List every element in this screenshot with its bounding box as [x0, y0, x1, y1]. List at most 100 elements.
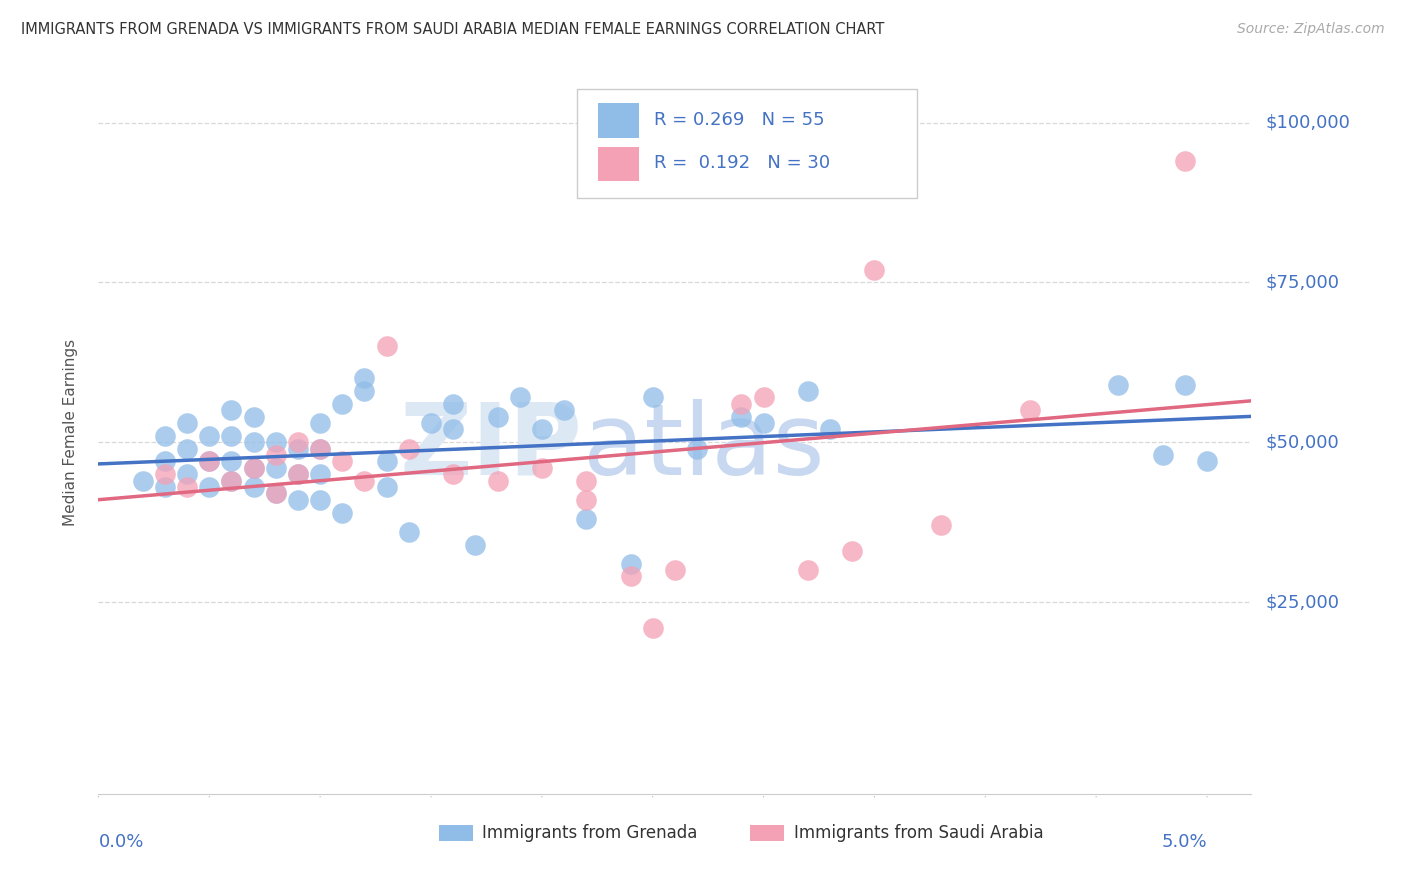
Text: ZIP: ZIP	[399, 399, 582, 496]
Point	[176, 480, 198, 494]
Y-axis label: Median Female Earnings: Median Female Earnings	[63, 339, 77, 526]
Point	[353, 474, 375, 488]
Bar	[598, 103, 640, 138]
Point	[353, 384, 375, 398]
Point	[221, 474, 243, 488]
Text: atlas: atlas	[582, 399, 824, 496]
Point	[264, 448, 287, 462]
Point	[242, 460, 264, 475]
Text: Source: ZipAtlas.com: Source: ZipAtlas.com	[1237, 22, 1385, 37]
Point	[309, 416, 332, 430]
Text: R = 0.269   N = 55: R = 0.269 N = 55	[654, 111, 825, 128]
Point	[730, 397, 752, 411]
Point	[1018, 403, 1040, 417]
Point	[863, 262, 886, 277]
Point	[464, 537, 486, 551]
Point	[1174, 153, 1197, 168]
Text: $100,000: $100,000	[1265, 113, 1350, 131]
Text: Immigrants from Grenada: Immigrants from Grenada	[482, 824, 697, 842]
Point	[398, 442, 420, 456]
Point	[287, 467, 309, 482]
Point	[553, 403, 575, 417]
Point	[221, 454, 243, 468]
Point	[287, 492, 309, 507]
Point	[153, 454, 176, 468]
Point	[441, 467, 464, 482]
Bar	[749, 825, 785, 841]
Point	[287, 435, 309, 450]
Text: 0.0%: 0.0%	[98, 833, 143, 851]
Point	[264, 435, 287, 450]
Point	[752, 391, 775, 405]
Point	[486, 474, 509, 488]
Point	[841, 544, 863, 558]
Point	[441, 397, 464, 411]
Point	[1174, 377, 1197, 392]
Point	[330, 397, 353, 411]
Point	[153, 480, 176, 494]
Point	[686, 442, 709, 456]
Point	[242, 460, 264, 475]
Point	[221, 403, 243, 417]
Bar	[598, 146, 640, 181]
Point	[198, 454, 221, 468]
Text: R =  0.192   N = 30: R = 0.192 N = 30	[654, 154, 831, 172]
Point	[818, 422, 841, 436]
Point	[242, 435, 264, 450]
Point	[221, 474, 243, 488]
Point	[619, 569, 641, 583]
Point	[176, 467, 198, 482]
Point	[929, 518, 952, 533]
Point	[730, 409, 752, 424]
Point	[420, 416, 443, 430]
Point	[375, 454, 398, 468]
Point	[1195, 454, 1218, 468]
Point	[287, 442, 309, 456]
Point	[309, 442, 332, 456]
Point	[1107, 377, 1129, 392]
Point	[176, 416, 198, 430]
Point	[330, 506, 353, 520]
Point	[575, 512, 598, 526]
Point	[242, 480, 264, 494]
Point	[375, 480, 398, 494]
Point	[309, 492, 332, 507]
Text: $75,000: $75,000	[1265, 273, 1340, 292]
Point	[575, 474, 598, 488]
Point	[664, 563, 686, 577]
Text: $25,000: $25,000	[1265, 593, 1340, 611]
Point	[309, 442, 332, 456]
Point	[198, 480, 221, 494]
Point	[353, 371, 375, 385]
Point	[398, 524, 420, 539]
Point	[641, 391, 664, 405]
Text: 5.0%: 5.0%	[1161, 833, 1206, 851]
FancyBboxPatch shape	[576, 89, 917, 198]
Point	[375, 339, 398, 353]
Point	[509, 391, 531, 405]
Point	[530, 422, 553, 436]
Point	[153, 467, 176, 482]
Point	[1152, 448, 1174, 462]
Text: $50,000: $50,000	[1265, 434, 1339, 451]
Point	[330, 454, 353, 468]
Point	[641, 621, 664, 635]
Point	[441, 422, 464, 436]
Text: Immigrants from Saudi Arabia: Immigrants from Saudi Arabia	[793, 824, 1043, 842]
Point	[797, 563, 820, 577]
Point	[619, 557, 641, 571]
Point	[530, 460, 553, 475]
Point	[242, 409, 264, 424]
Point	[221, 429, 243, 443]
Point	[309, 467, 332, 482]
Point	[264, 460, 287, 475]
Bar	[439, 825, 472, 841]
Point	[264, 486, 287, 500]
Point	[198, 429, 221, 443]
Point	[176, 442, 198, 456]
Point	[198, 454, 221, 468]
Text: IMMIGRANTS FROM GRENADA VS IMMIGRANTS FROM SAUDI ARABIA MEDIAN FEMALE EARNINGS C: IMMIGRANTS FROM GRENADA VS IMMIGRANTS FR…	[21, 22, 884, 37]
Point	[132, 474, 155, 488]
Point	[287, 467, 309, 482]
Point	[486, 409, 509, 424]
